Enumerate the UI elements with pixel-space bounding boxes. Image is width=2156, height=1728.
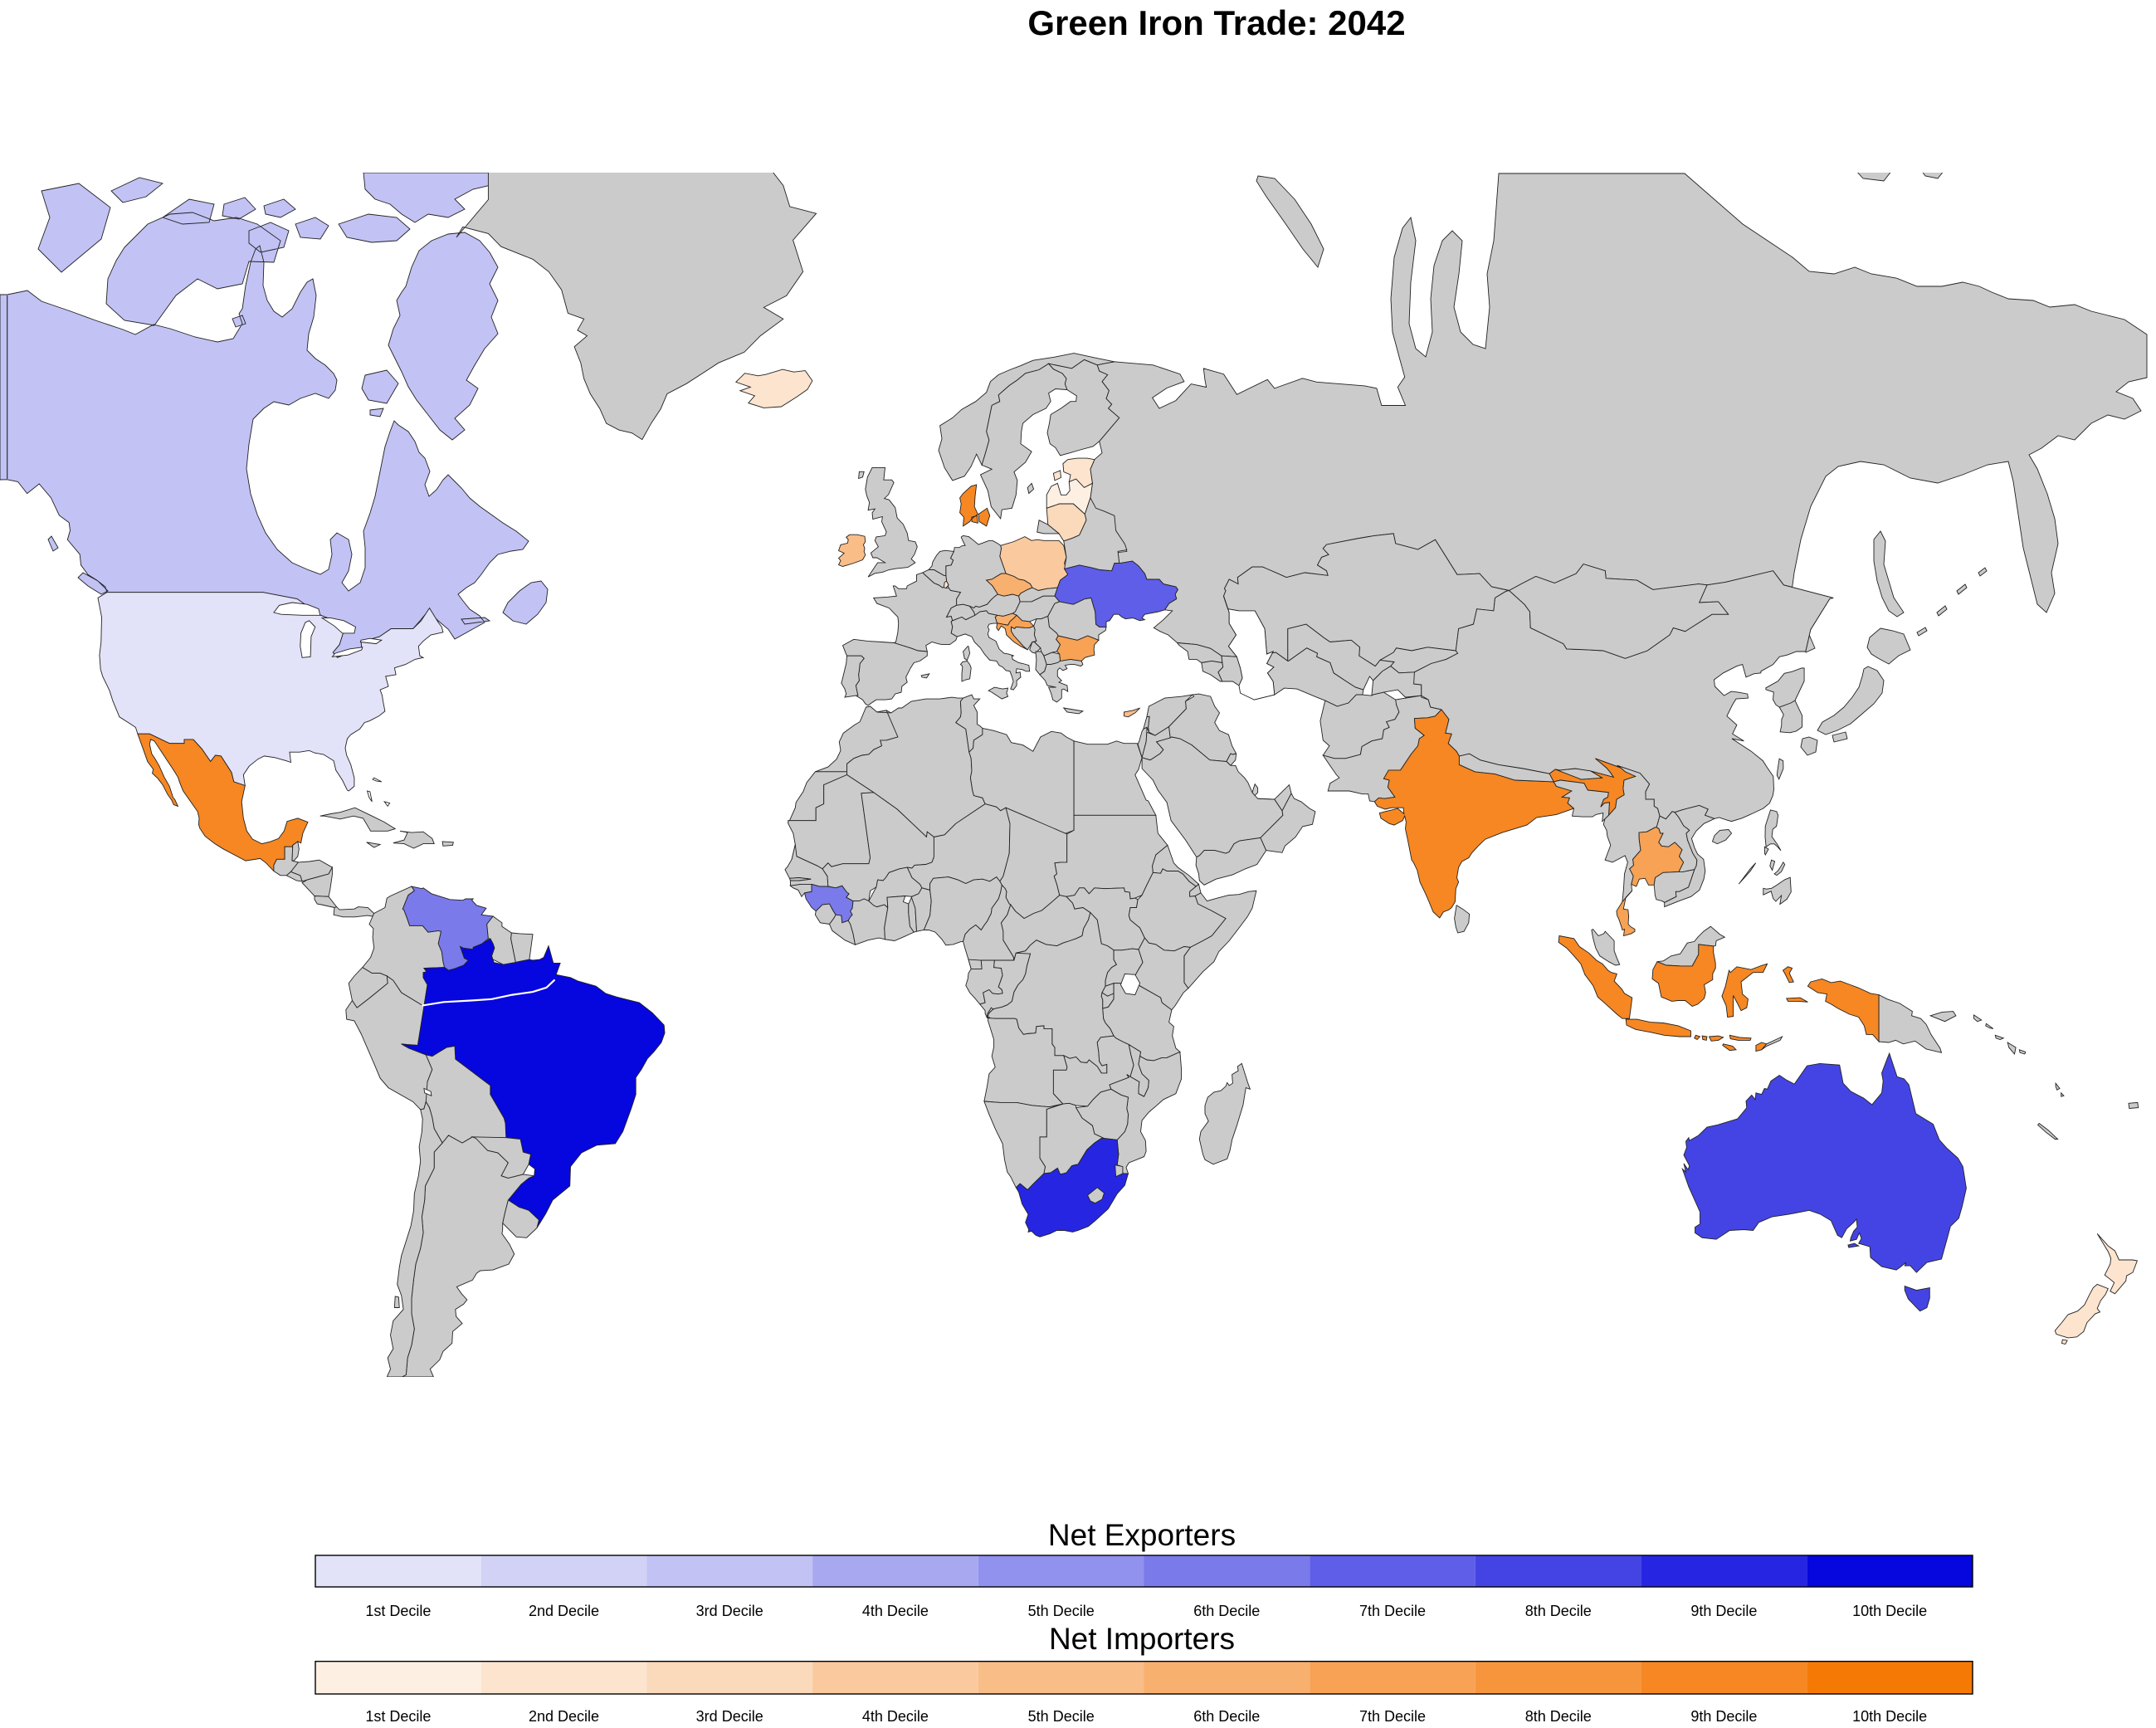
svg-text:1st Decile: 1st Decile bbox=[365, 1603, 431, 1619]
svg-text:Green Iron Trade: 2042: Green Iron Trade: 2042 bbox=[1027, 3, 1405, 42]
svg-text:2nd Decile: 2nd Decile bbox=[529, 1708, 599, 1724]
svg-text:7th Decile: 7th Decile bbox=[1359, 1603, 1426, 1619]
svg-text:7th Decile: 7th Decile bbox=[1359, 1708, 1426, 1724]
svg-text:5th Decile: 5th Decile bbox=[1028, 1603, 1095, 1619]
svg-text:6th Decile: 6th Decile bbox=[1193, 1708, 1260, 1724]
svg-text:1st Decile: 1st Decile bbox=[365, 1708, 431, 1724]
svg-text:9th Decile: 9th Decile bbox=[1690, 1603, 1757, 1619]
svg-text:8th Decile: 8th Decile bbox=[1525, 1708, 1592, 1724]
svg-text:10th Decile: 10th Decile bbox=[1852, 1708, 1927, 1724]
svg-text:3rd Decile: 3rd Decile bbox=[696, 1603, 763, 1619]
svg-text:2nd Decile: 2nd Decile bbox=[529, 1603, 599, 1619]
svg-text:Net Exporters: Net Exporters bbox=[1048, 1518, 1236, 1552]
svg-text:5th Decile: 5th Decile bbox=[1028, 1708, 1095, 1724]
svg-text:10th Decile: 10th Decile bbox=[1852, 1603, 1927, 1619]
svg-text:4th Decile: 4th Decile bbox=[862, 1603, 929, 1619]
svg-text:Net Importers: Net Importers bbox=[1049, 1622, 1235, 1656]
svg-text:3rd Decile: 3rd Decile bbox=[696, 1708, 763, 1724]
svg-text:6th Decile: 6th Decile bbox=[1193, 1603, 1260, 1619]
svg-text:8th Decile: 8th Decile bbox=[1525, 1603, 1592, 1619]
svg-text:9th Decile: 9th Decile bbox=[1690, 1708, 1757, 1724]
svg-text:4th Decile: 4th Decile bbox=[862, 1708, 929, 1724]
